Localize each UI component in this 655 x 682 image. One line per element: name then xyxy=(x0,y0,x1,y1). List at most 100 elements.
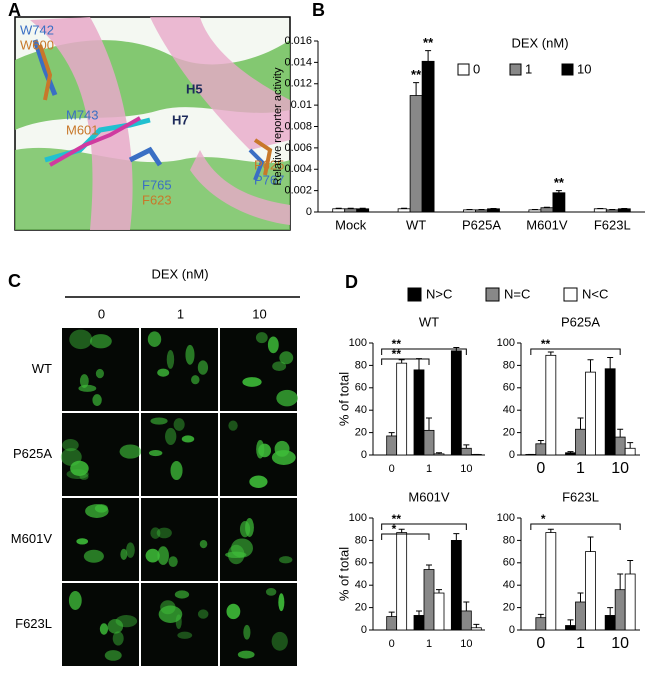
bar xyxy=(605,369,615,455)
residue-label: M601 xyxy=(66,122,99,137)
y-tick-label: 40 xyxy=(503,404,515,416)
bar xyxy=(618,209,630,212)
row-label: F623L xyxy=(15,616,52,631)
y-tick-label: 40 xyxy=(355,404,367,416)
cell xyxy=(228,545,245,565)
error-bar xyxy=(416,359,422,370)
residue-label: H7 xyxy=(172,112,189,127)
y-tick-label: 20 xyxy=(503,427,515,439)
bar xyxy=(625,448,635,455)
bar xyxy=(397,363,407,455)
legend-label: 10 xyxy=(577,61,591,76)
bar xyxy=(398,209,410,212)
x-tick-label: 0 xyxy=(389,638,395,650)
error-bar xyxy=(588,537,594,552)
cell xyxy=(126,542,135,557)
y-tick-label: 0.008 xyxy=(284,120,312,132)
y-tick-label: 20 xyxy=(503,602,515,614)
error-bar xyxy=(538,440,544,443)
chart-title: WT xyxy=(419,314,439,329)
cell xyxy=(228,420,237,430)
y-tick-label: 0 xyxy=(306,206,312,218)
column-label: 1 xyxy=(177,306,184,321)
bar xyxy=(333,209,345,212)
bar xyxy=(576,602,586,630)
bar xyxy=(615,437,625,455)
y-tick-label: 60 xyxy=(355,557,367,569)
y-tick-label: 0.004 xyxy=(284,163,312,175)
y-tick-label: 0.002 xyxy=(284,185,312,197)
bar xyxy=(546,533,556,630)
x-tick-label: 1 xyxy=(426,638,432,650)
error-bar xyxy=(607,608,613,616)
error-bar xyxy=(336,208,342,209)
error-bar xyxy=(360,208,366,209)
significance: ** xyxy=(423,35,434,50)
bar xyxy=(464,210,476,212)
cell xyxy=(116,615,138,627)
cell xyxy=(256,332,268,343)
y-tick-label: 100 xyxy=(349,337,367,349)
bar xyxy=(529,210,541,212)
significance: ** xyxy=(541,337,551,351)
error-bar xyxy=(568,620,574,626)
x-tick-label: 0 xyxy=(536,460,545,477)
residue-label: W742 xyxy=(20,22,54,37)
bar xyxy=(424,570,434,630)
error-bar xyxy=(463,445,469,448)
bar xyxy=(357,209,369,212)
bar xyxy=(461,611,471,630)
y-tick-label: 0 xyxy=(509,449,515,461)
legend-title: DEX (nM) xyxy=(511,35,568,50)
error-bar xyxy=(538,614,544,617)
cell xyxy=(243,625,250,640)
cell xyxy=(242,377,261,387)
cell xyxy=(226,604,240,619)
legend-swatch xyxy=(458,64,469,75)
y-tick-label: 100 xyxy=(349,512,367,524)
y-tick-label: 80 xyxy=(355,534,367,546)
x-tick-label: 0 xyxy=(389,463,395,475)
legend-label: N>C xyxy=(426,286,452,301)
panel-label: D xyxy=(345,272,358,292)
error-bar xyxy=(425,51,431,62)
y-tick-label: 80 xyxy=(355,359,367,371)
y-tick-label: 20 xyxy=(355,427,367,439)
cell xyxy=(278,593,284,611)
bar xyxy=(397,533,407,630)
y-axis-label: % of total xyxy=(336,547,351,601)
cell xyxy=(174,418,185,431)
cell xyxy=(176,614,182,629)
cell xyxy=(268,336,279,353)
cell xyxy=(69,330,92,350)
row-label: P625A xyxy=(13,446,52,461)
cell xyxy=(150,417,167,424)
chart-title: M601V xyxy=(408,489,450,504)
cell xyxy=(169,556,178,567)
error-bar xyxy=(399,529,405,532)
legend-swatch xyxy=(510,64,521,75)
cell xyxy=(165,428,176,445)
dex-title: DEX (nM) xyxy=(151,266,208,281)
bar xyxy=(387,617,397,630)
cell xyxy=(191,375,199,384)
significance: ** xyxy=(392,347,402,361)
cell xyxy=(175,590,189,598)
legend-label: N=C xyxy=(504,286,530,301)
bar xyxy=(422,61,434,212)
y-tick-label: 0 xyxy=(361,624,367,636)
error-bar xyxy=(401,208,407,209)
y-tick-label: 60 xyxy=(503,382,515,394)
cell xyxy=(100,623,108,634)
error-bar xyxy=(548,352,554,355)
cell xyxy=(160,600,175,614)
cell xyxy=(185,345,194,365)
cell xyxy=(198,609,208,618)
micrograph xyxy=(141,498,218,581)
y-tick-label: 100 xyxy=(497,337,515,349)
bar xyxy=(488,209,500,212)
residue-label: H5 xyxy=(186,81,203,96)
cell xyxy=(69,591,82,610)
cell xyxy=(90,334,112,348)
